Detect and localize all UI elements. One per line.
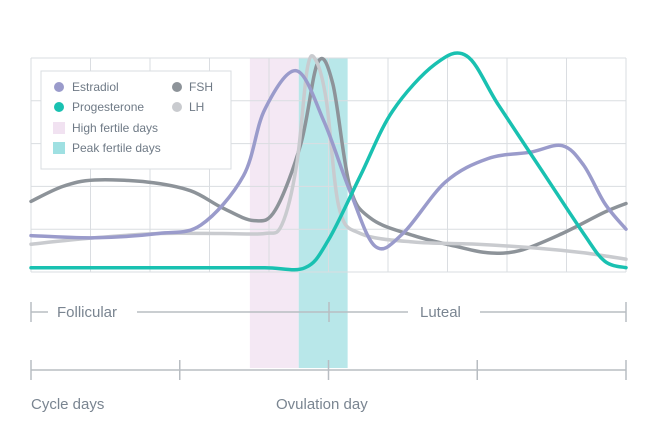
- legend-label-progesterone: Progesterone: [72, 100, 144, 114]
- legend-swatch-high-fertile: [53, 122, 65, 134]
- legend-label-fsh: FSH: [189, 80, 213, 94]
- phase-label-luteal: Luteal: [420, 304, 461, 321]
- legend-label-peak-fertile: Peak fertile days: [72, 141, 161, 155]
- phase-label-follicular: Follicular: [57, 304, 117, 321]
- series-line-fsh: [29, 56, 628, 255]
- series-line-progesterone: [29, 51, 628, 272]
- cycle-days-axis: Cycle days Ovulation day: [30, 360, 627, 413]
- series-line-estradiol: [29, 69, 628, 251]
- series-line-lh: [29, 54, 628, 261]
- legend-swatch-peak-fertile: [53, 142, 65, 154]
- legend-swatch-progesterone: [54, 102, 64, 112]
- x-axis-label-cycle-days: Cycle days: [31, 396, 104, 413]
- x-axis-label-ovulation-day: Ovulation day: [276, 396, 368, 413]
- legend: Estradiol FSH Progesterone LH High ferti…: [40, 70, 232, 170]
- legend-swatch-estradiol: [54, 82, 64, 92]
- legend-swatch-fsh: [172, 82, 182, 92]
- legend-label-high-fertile: High fertile days: [72, 121, 158, 135]
- legend-label-lh: LH: [189, 100, 204, 114]
- legend-swatch-lh: [172, 102, 182, 112]
- legend-box: [40, 70, 232, 170]
- legend-label-estradiol: Estradiol: [72, 80, 119, 94]
- phase-axis: Follicular Luteal: [30, 302, 627, 322]
